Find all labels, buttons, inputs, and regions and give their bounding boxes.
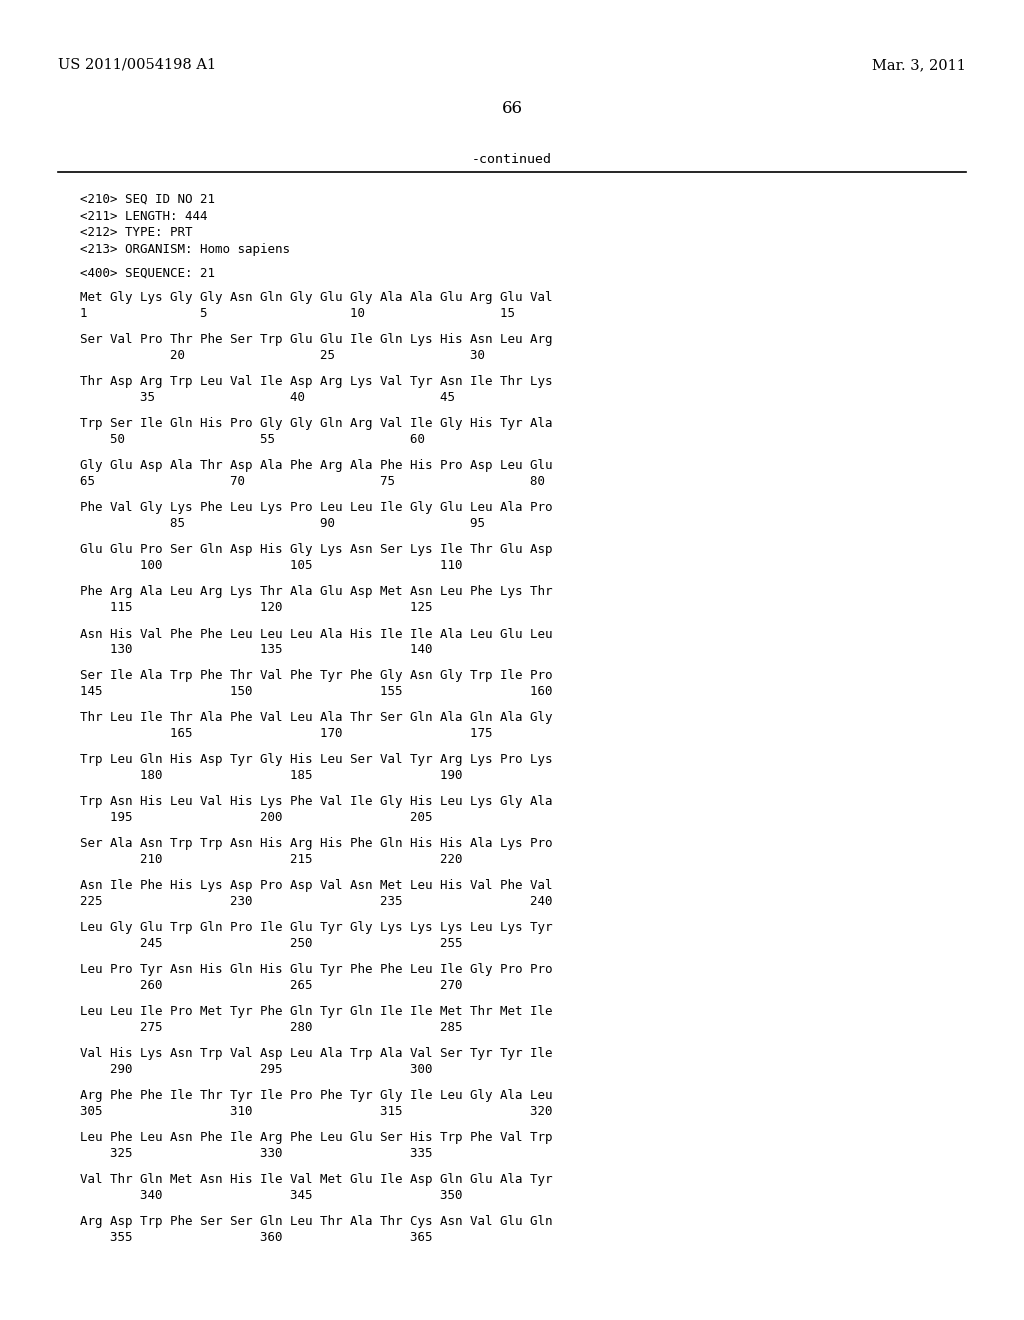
Text: 355                 360                 365: 355 360 365: [80, 1232, 432, 1243]
Text: Ser Ala Asn Trp Trp Asn His Arg His Phe Gln His His Ala Lys Pro: Ser Ala Asn Trp Trp Asn His Arg His Phe …: [80, 837, 553, 850]
Text: Mar. 3, 2011: Mar. 3, 2011: [872, 58, 966, 73]
Text: <213> ORGANISM: Homo sapiens: <213> ORGANISM: Homo sapiens: [80, 243, 290, 256]
Text: Ser Ile Ala Trp Phe Thr Val Phe Tyr Phe Gly Asn Gly Trp Ile Pro: Ser Ile Ala Trp Phe Thr Val Phe Tyr Phe …: [80, 669, 553, 682]
Text: Glu Glu Pro Ser Gln Asp His Gly Lys Asn Ser Lys Ile Thr Glu Asp: Glu Glu Pro Ser Gln Asp His Gly Lys Asn …: [80, 544, 553, 557]
Text: -continued: -continued: [472, 153, 552, 166]
Text: <212> TYPE: PRT: <212> TYPE: PRT: [80, 226, 193, 239]
Text: 180                 185                 190: 180 185 190: [80, 770, 463, 781]
Text: Thr Asp Arg Trp Leu Val Ile Asp Arg Lys Val Tyr Asn Ile Thr Lys: Thr Asp Arg Trp Leu Val Ile Asp Arg Lys …: [80, 375, 553, 388]
Text: Phe Arg Ala Leu Arg Lys Thr Ala Glu Asp Met Asn Leu Phe Lys Thr: Phe Arg Ala Leu Arg Lys Thr Ala Glu Asp …: [80, 586, 553, 598]
Text: <210> SEQ ID NO 21: <210> SEQ ID NO 21: [80, 193, 215, 206]
Text: <211> LENGTH: 444: <211> LENGTH: 444: [80, 210, 208, 223]
Text: Phe Val Gly Lys Phe Leu Lys Pro Leu Leu Ile Gly Glu Leu Ala Pro: Phe Val Gly Lys Phe Leu Lys Pro Leu Leu …: [80, 502, 553, 515]
Text: 260                 265                 270: 260 265 270: [80, 979, 463, 993]
Text: 1               5                   10                  15: 1 5 10 15: [80, 308, 515, 319]
Text: 115                 120                 125: 115 120 125: [80, 601, 432, 614]
Text: US 2011/0054198 A1: US 2011/0054198 A1: [58, 58, 216, 73]
Text: Val His Lys Asn Trp Val Asp Leu Ala Trp Ala Val Ser Tyr Tyr Ile: Val His Lys Asn Trp Val Asp Leu Ala Trp …: [80, 1048, 553, 1060]
Text: 195                 200                 205: 195 200 205: [80, 810, 432, 824]
Text: Leu Leu Ile Pro Met Tyr Phe Gln Tyr Gln Ile Ile Met Thr Met Ile: Leu Leu Ile Pro Met Tyr Phe Gln Tyr Gln …: [80, 1006, 553, 1019]
Text: 35                  40                  45: 35 40 45: [80, 391, 455, 404]
Text: <400> SEQUENCE: 21: <400> SEQUENCE: 21: [80, 267, 215, 280]
Text: Leu Gly Glu Trp Gln Pro Ile Glu Tyr Gly Lys Lys Lys Leu Lys Tyr: Leu Gly Glu Trp Gln Pro Ile Glu Tyr Gly …: [80, 921, 553, 935]
Text: 225                 230                 235                 240: 225 230 235 240: [80, 895, 553, 908]
Text: 210                 215                 220: 210 215 220: [80, 853, 463, 866]
Text: Trp Asn His Leu Val His Lys Phe Val Ile Gly His Leu Lys Gly Ala: Trp Asn His Leu Val His Lys Phe Val Ile …: [80, 796, 553, 808]
Text: Arg Asp Trp Phe Ser Ser Gln Leu Thr Ala Thr Cys Asn Val Glu Gln: Arg Asp Trp Phe Ser Ser Gln Leu Thr Ala …: [80, 1216, 553, 1229]
Text: Val Thr Gln Met Asn His Ile Val Met Glu Ile Asp Gln Glu Ala Tyr: Val Thr Gln Met Asn His Ile Val Met Glu …: [80, 1173, 553, 1187]
Text: Trp Ser Ile Gln His Pro Gly Gly Gln Arg Val Ile Gly His Tyr Ala: Trp Ser Ile Gln His Pro Gly Gly Gln Arg …: [80, 417, 553, 430]
Text: Leu Phe Leu Asn Phe Ile Arg Phe Leu Glu Ser His Trp Phe Val Trp: Leu Phe Leu Asn Phe Ile Arg Phe Leu Glu …: [80, 1131, 553, 1144]
Text: 85                  90                  95: 85 90 95: [80, 517, 485, 531]
Text: Asn Ile Phe His Lys Asp Pro Asp Val Asn Met Leu His Val Phe Val: Asn Ile Phe His Lys Asp Pro Asp Val Asn …: [80, 879, 553, 892]
Text: Trp Leu Gln His Asp Tyr Gly His Leu Ser Val Tyr Arg Lys Pro Lys: Trp Leu Gln His Asp Tyr Gly His Leu Ser …: [80, 754, 553, 767]
Text: 100                 105                 110: 100 105 110: [80, 558, 463, 572]
Text: Met Gly Lys Gly Gly Asn Gln Gly Glu Gly Ala Ala Glu Arg Glu Val: Met Gly Lys Gly Gly Asn Gln Gly Glu Gly …: [80, 292, 553, 305]
Text: 165                 170                 175: 165 170 175: [80, 727, 493, 741]
Text: 325                 330                 335: 325 330 335: [80, 1147, 432, 1160]
Text: Leu Pro Tyr Asn His Gln His Glu Tyr Phe Phe Leu Ile Gly Pro Pro: Leu Pro Tyr Asn His Gln His Glu Tyr Phe …: [80, 964, 553, 977]
Text: 245                 250                 255: 245 250 255: [80, 937, 463, 950]
Text: 275                 280                 285: 275 280 285: [80, 1020, 463, 1034]
Text: 66: 66: [502, 100, 522, 117]
Text: 50                  55                  60: 50 55 60: [80, 433, 425, 446]
Text: 130                 135                 140: 130 135 140: [80, 643, 432, 656]
Text: 65                  70                  75                  80: 65 70 75 80: [80, 475, 545, 488]
Text: 290                 295                 300: 290 295 300: [80, 1063, 432, 1076]
Text: Thr Leu Ile Thr Ala Phe Val Leu Ala Thr Ser Gln Ala Gln Ala Gly: Thr Leu Ile Thr Ala Phe Val Leu Ala Thr …: [80, 711, 553, 725]
Text: 305                 310                 315                 320: 305 310 315 320: [80, 1105, 553, 1118]
Text: Arg Phe Phe Ile Thr Tyr Ile Pro Phe Tyr Gly Ile Leu Gly Ala Leu: Arg Phe Phe Ile Thr Tyr Ile Pro Phe Tyr …: [80, 1089, 553, 1102]
Text: 340                 345                 350: 340 345 350: [80, 1189, 463, 1203]
Text: Gly Glu Asp Ala Thr Asp Ala Phe Arg Ala Phe His Pro Asp Leu Glu: Gly Glu Asp Ala Thr Asp Ala Phe Arg Ala …: [80, 459, 553, 473]
Text: Ser Val Pro Thr Phe Ser Trp Glu Glu Ile Gln Lys His Asn Leu Arg: Ser Val Pro Thr Phe Ser Trp Glu Glu Ile …: [80, 334, 553, 346]
Text: 145                 150                 155                 160: 145 150 155 160: [80, 685, 553, 698]
Text: 20                  25                  30: 20 25 30: [80, 348, 485, 362]
Text: Asn His Val Phe Phe Leu Leu Leu Ala His Ile Ile Ala Leu Glu Leu: Asn His Val Phe Phe Leu Leu Leu Ala His …: [80, 627, 553, 640]
